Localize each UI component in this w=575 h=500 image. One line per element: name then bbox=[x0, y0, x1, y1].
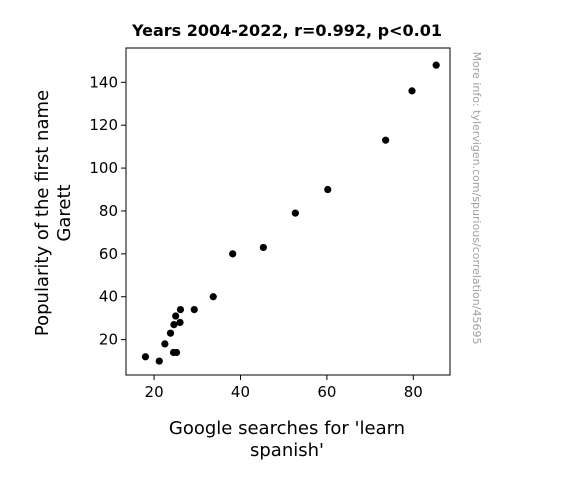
x-tick-label: 20 bbox=[145, 383, 164, 401]
data-point bbox=[172, 312, 180, 320]
data-point bbox=[161, 340, 169, 348]
data-point bbox=[324, 185, 332, 194]
x-tick-label: 80 bbox=[404, 383, 423, 401]
x-tick-label: 40 bbox=[231, 383, 250, 401]
x-tick-label: 60 bbox=[317, 383, 336, 401]
watermark: More info: tylervigen.com/spurious/corre… bbox=[470, 52, 483, 345]
data-point bbox=[190, 306, 198, 314]
y-axis-label-line-1: Popularity of the first name bbox=[32, 90, 53, 336]
y-tick-label: 20 bbox=[99, 331, 118, 349]
data-point bbox=[141, 353, 150, 361]
data-point bbox=[259, 243, 267, 252]
y-tick-label: 100 bbox=[89, 159, 118, 177]
watermark-text: More info: tylervigen.com/spurious/corre… bbox=[470, 52, 483, 345]
y-tick-label: 40 bbox=[99, 288, 118, 306]
y-tick-label: 140 bbox=[89, 73, 118, 91]
data-point bbox=[172, 348, 181, 357]
data-point bbox=[155, 357, 163, 365]
data-point bbox=[209, 293, 217, 301]
data-point bbox=[229, 250, 237, 258]
y-axis: 20 40 60 80 100 120 140 bbox=[89, 73, 126, 349]
data-point bbox=[382, 136, 390, 144]
data-point bbox=[408, 87, 416, 95]
y-axis-label-line-2: Garett bbox=[54, 184, 75, 241]
y-axis-label: Popularity of the first name bbox=[32, 90, 53, 336]
chart-title: Years 2004-2022, r=0.992, p<0.01 bbox=[131, 21, 442, 40]
y-tick-label: 80 bbox=[99, 202, 118, 220]
x-axis-label-line-2: spanish' bbox=[250, 440, 324, 461]
data-point bbox=[176, 318, 184, 327]
data-points bbox=[141, 61, 440, 365]
data-point bbox=[176, 306, 185, 314]
x-axis-label-line-1: Google searches for 'learn bbox=[169, 418, 405, 439]
data-point bbox=[170, 321, 178, 329]
y-tick-label: 60 bbox=[99, 245, 118, 263]
data-point bbox=[432, 61, 440, 69]
data-point bbox=[166, 329, 175, 337]
y-axis-label-2: Garett bbox=[54, 184, 75, 241]
data-point bbox=[291, 209, 299, 217]
y-tick-label: 120 bbox=[89, 116, 118, 134]
x-axis: 20 40 60 80 bbox=[145, 375, 423, 401]
